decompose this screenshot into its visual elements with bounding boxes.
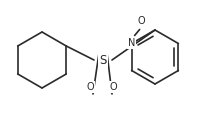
Text: N: N — [128, 39, 135, 49]
Text: O: O — [138, 17, 145, 27]
Text: O: O — [109, 82, 117, 92]
Text: S: S — [99, 54, 107, 67]
Text: O: O — [86, 82, 94, 92]
